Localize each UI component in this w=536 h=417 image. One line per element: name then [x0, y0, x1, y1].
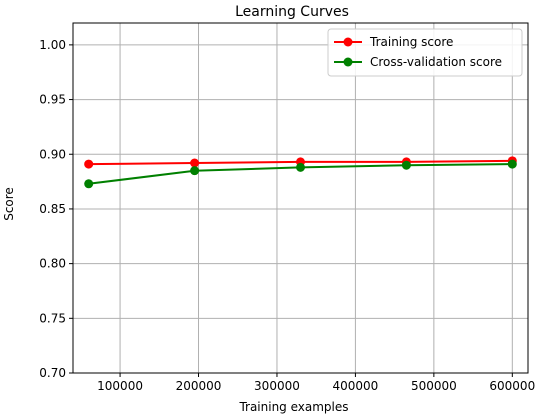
y-tick-label: 0.85 — [39, 202, 66, 216]
data-point-cross-validation-score — [84, 179, 94, 189]
y-tick-label: 0.80 — [39, 257, 66, 271]
legend-item: Cross-validation score — [334, 55, 502, 69]
plot-frame — [72, 22, 529, 374]
x-axis-title: Training examples — [238, 400, 348, 414]
y-tick-label: 0.90 — [39, 147, 66, 161]
legend-label: Cross-validation score — [370, 55, 502, 69]
data-point-training-score — [84, 159, 94, 169]
x-axis-ticks: 100000 200000 300000 400000 500000 600000 — [97, 373, 535, 393]
x-tick-label: 100000 — [97, 379, 143, 393]
legend-marker — [343, 57, 353, 67]
legend: Training score Cross-validation score — [327, 28, 523, 77]
x-tick-label: 200000 — [176, 379, 222, 393]
series-layer — [84, 156, 517, 189]
chart-title: Learning Curves — [235, 4, 349, 20]
y-tick-label: 0.95 — [39, 93, 66, 107]
y-tick-label: 0.70 — [39, 366, 66, 380]
data-point-cross-validation-score — [401, 160, 411, 170]
series-cross-validation-score — [84, 159, 517, 189]
data-point-training-score — [190, 158, 200, 168]
legend-marker — [343, 37, 353, 47]
y-axis-title: Score — [2, 187, 16, 221]
data-point-cross-validation-score — [296, 162, 305, 172]
y-tick-label: 0.75 — [39, 311, 66, 325]
x-tick-label: 400000 — [333, 379, 379, 393]
x-tick-label: 600000 — [489, 379, 535, 393]
legend-item: Training score — [334, 35, 453, 49]
y-axis-ticks: 0.70 0.75 0.80 0.85 0.90 0.95 1.00 — [39, 38, 73, 380]
legend-box — [327, 28, 523, 77]
x-tick-label: 500000 — [411, 379, 457, 393]
x-tick-label: 300000 — [254, 379, 300, 393]
data-point-cross-validation-score — [190, 166, 200, 176]
y-tick-label: 1.00 — [39, 38, 66, 52]
legend-label: Training score — [369, 35, 453, 49]
data-point-cross-validation-score — [507, 159, 517, 169]
